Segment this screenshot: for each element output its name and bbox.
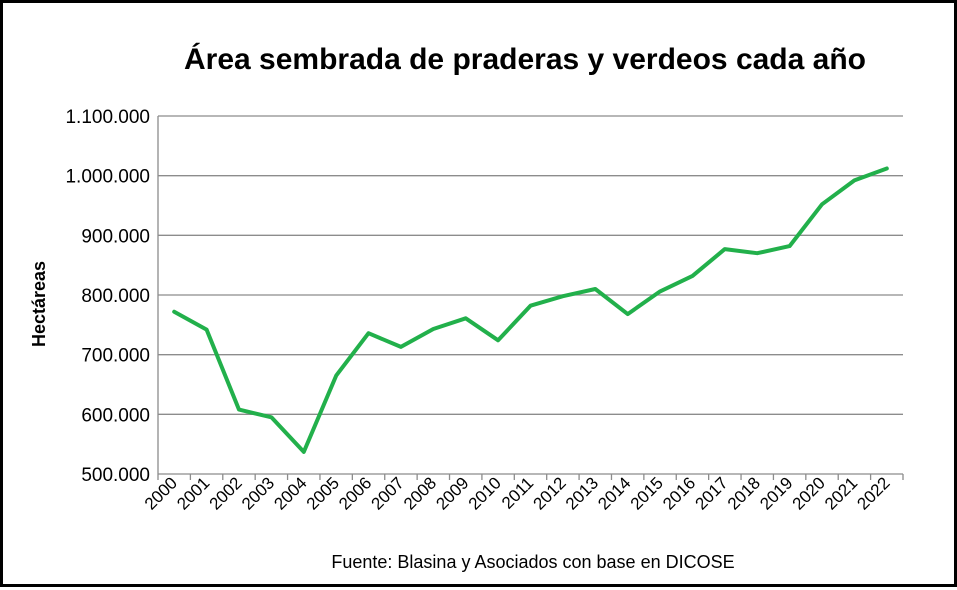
x-tick-labels: 2000200120022003200420052006200720082009… (141, 473, 894, 513)
x-tick-label: 2019 (756, 473, 796, 513)
x-tick-label: 2005 (303, 473, 343, 513)
y-tick-label: 800.000 (81, 286, 150, 307)
y-tick-label: 600.000 (81, 405, 150, 426)
x-tick-label: 2009 (432, 473, 472, 513)
x-tick-label: 2001 (173, 473, 213, 513)
x-tick-label: 2016 (659, 473, 699, 513)
x-tick-label: 2003 (238, 473, 278, 513)
x-tick-label: 2010 (465, 473, 505, 513)
chart: Área sembrada de praderas y verdeos cada… (3, 3, 957, 590)
source-note: Fuente: Blasina y Asociados con base en … (331, 552, 734, 572)
x-tick-label: 2011 (498, 473, 537, 512)
x-tick-label: 2004 (270, 473, 310, 513)
x-tick-label: 2020 (789, 473, 829, 513)
gridlines (158, 116, 903, 414)
x-tick-label: 2008 (400, 473, 440, 513)
y-tick-label: 900.000 (81, 226, 150, 247)
series (174, 168, 887, 452)
axes (158, 116, 903, 480)
x-tick-label: 2002 (206, 473, 246, 513)
x-tick-label: 2007 (368, 473, 408, 513)
x-tick-label: 2018 (724, 473, 764, 513)
x-tick-label: 2017 (691, 473, 731, 513)
chart-title: Área sembrada de praderas y verdeos cada… (184, 42, 866, 76)
x-tick-label: 2021 (821, 473, 861, 513)
x-tick-label: 2013 (562, 473, 602, 513)
x-tick-label: 2014 (594, 473, 634, 513)
y-tick-label: 500.000 (81, 465, 150, 486)
x-tick-label: 2006 (335, 473, 375, 513)
y-tick-labels: 500.000 600.000 700.000 800.000 900.000 1.000… (65, 107, 150, 486)
x-tick-label: 2012 (530, 473, 570, 513)
y-tick-label: 1.000.000 (65, 167, 150, 188)
x-tick-label: 2022 (853, 473, 893, 513)
y-axis-label: Hectáreas (29, 261, 49, 347)
x-tick-label: 2015 (627, 473, 667, 513)
y-tick-label: 1.100.000 (65, 107, 150, 128)
y-tick-label: 700.000 (81, 346, 150, 367)
series-line (174, 169, 887, 452)
